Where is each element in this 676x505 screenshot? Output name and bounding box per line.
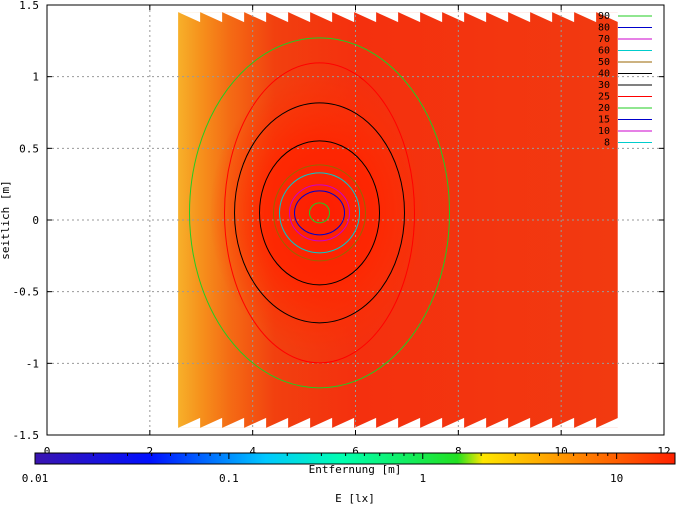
contour-70: [289, 184, 351, 242]
svg-text:20: 20: [598, 103, 610, 114]
contour-lines: [189, 37, 451, 389]
legend-entry: 10: [598, 126, 652, 137]
contour-20: [189, 37, 451, 389]
svg-text:8: 8: [604, 138, 610, 149]
contour-40: [259, 140, 381, 286]
y-axis-ticks: 1.5 1 0.5 0 -0.5 -1 -1.5: [13, 0, 664, 442]
x-tick-label: 4: [249, 445, 256, 458]
colorbar-tick-label: 1: [419, 472, 426, 485]
legend-entry: 30: [598, 80, 652, 91]
svg-text:90: 90: [598, 11, 610, 22]
contour-30: [234, 102, 406, 324]
svg-text:30: 30: [598, 80, 610, 91]
y-tick-label: 0.5: [19, 142, 39, 155]
x-tick-label: 0: [44, 445, 51, 458]
y-tick-label: 1: [32, 71, 39, 84]
contour-50: [273, 164, 367, 262]
svg-text:10: 10: [598, 126, 610, 137]
legend-entry: 15: [598, 115, 652, 126]
contour-25: [224, 62, 416, 364]
svg-text:15: 15: [598, 115, 610, 126]
legend-entry: 8: [604, 138, 652, 149]
x-tick-label: 6: [352, 445, 359, 458]
y-axis-label: seitlich [m]: [0, 180, 12, 259]
contour-60: [279, 172, 361, 254]
colorbar-ticks: 0.01 0.1 1 10: [22, 453, 676, 485]
y-tick-label: -1.5: [13, 429, 40, 442]
svg-text:70: 70: [598, 34, 610, 45]
legend-entry: 25: [598, 92, 652, 103]
colorbar-tick-label: 0.1: [219, 472, 239, 485]
grid-lines: [47, 5, 664, 435]
heatmap-surface: [178, 12, 619, 428]
legend-entry: 80: [598, 23, 652, 34]
legend-entry: 20: [598, 103, 652, 114]
x-axis-label: Entfernung [m]: [309, 463, 402, 476]
y-tick-label: 1.5: [19, 0, 39, 12]
x-tick-label: 2: [147, 445, 154, 458]
colorbar: 0.01 0.1 1 10: [22, 452, 676, 485]
legend-entry: 90: [598, 11, 652, 22]
x-tick-label: 8: [455, 445, 462, 458]
colorbar-tick-label: 10: [610, 472, 623, 485]
heatmap-peak-region: [209, 72, 430, 353]
contour-80: [294, 190, 346, 236]
svg-text:40: 40: [598, 69, 610, 80]
colorbar-tick-label: 0.01: [22, 472, 49, 485]
svg-text:50: 50: [598, 57, 610, 68]
legend-entry: 50: [598, 57, 652, 68]
y-tick-label: 0: [32, 214, 39, 227]
svg-text:80: 80: [598, 23, 610, 34]
y-tick-label: -1: [26, 357, 39, 370]
svg-text:25: 25: [598, 92, 610, 103]
legend-entry: 40: [598, 69, 652, 80]
colorbar-label: E [lx]: [335, 492, 375, 505]
y-tick-label: -0.5: [13, 286, 40, 299]
legend-entry: 70: [598, 34, 652, 45]
legend-entry: 60: [598, 46, 652, 57]
svg-text:60: 60: [598, 46, 610, 57]
contour-90: [309, 202, 331, 224]
